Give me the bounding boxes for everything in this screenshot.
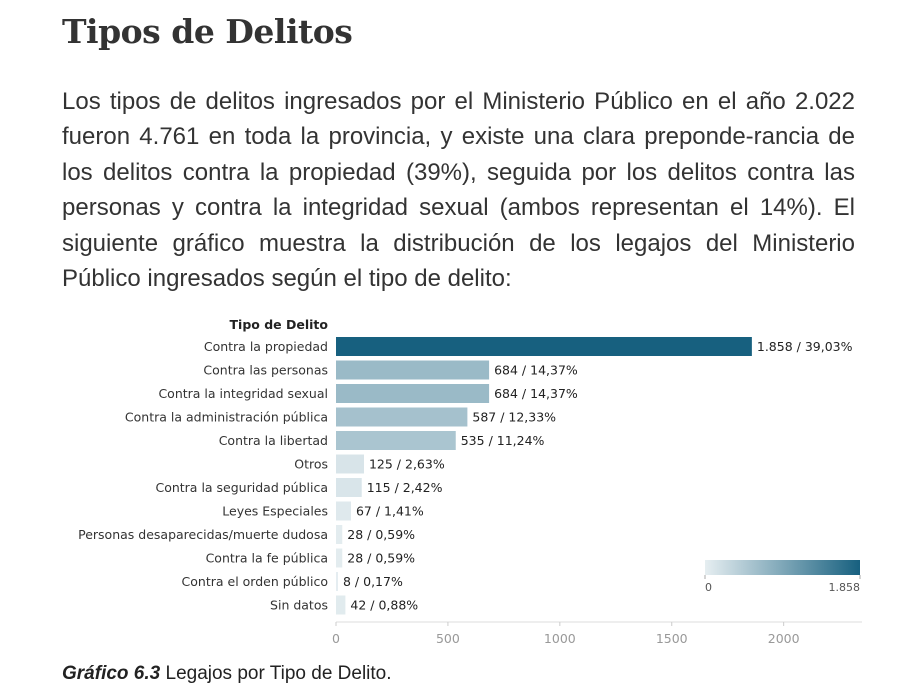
bar-value-label: 587 / 12,33% <box>472 410 556 425</box>
category-label: Contra la integridad sexual <box>158 386 328 401</box>
category-label: Otros <box>294 457 328 472</box>
bar-value-label: 535 / 11,24% <box>461 433 545 448</box>
chart-title: Tipo de Delito <box>230 317 329 332</box>
category-label: Sin datos <box>270 598 328 613</box>
category-label: Contra la fe pública <box>206 551 328 566</box>
bar-value-label: 684 / 14,37% <box>494 363 578 378</box>
bar-value-label: 125 / 2,63% <box>369 457 445 472</box>
bar[interactable] <box>336 478 362 497</box>
category-label: Personas desaparecidas/muerte dudosa <box>78 527 328 542</box>
bar-value-label: 115 / 2,42% <box>367 480 443 495</box>
category-label: Contra las personas <box>203 363 328 378</box>
legend-max-label: 1.858 <box>829 581 861 594</box>
category-label: Contra la seguridad pública <box>155 480 328 495</box>
bar[interactable] <box>336 384 490 403</box>
bar[interactable] <box>336 431 456 450</box>
bar-value-label: 8 / 0,17% <box>343 574 403 589</box>
bar-value-label: 28 / 0,59% <box>347 551 415 566</box>
bar[interactable] <box>336 360 490 380</box>
category-label: Contra la libertad <box>219 433 328 448</box>
bar-value-label: 28 / 0,59% <box>347 527 415 542</box>
category-label: Contra el orden público <box>182 574 328 589</box>
page-title: Tipos de Delitos <box>62 12 353 51</box>
bar[interactable] <box>336 525 343 544</box>
bar[interactable] <box>336 548 343 568</box>
bars-group: Contra la propiedad 1.858 / 39,03% Contra … <box>78 337 853 615</box>
bar-value-label: 1.858 / 39,03% <box>757 339 853 354</box>
bar[interactable] <box>336 501 351 521</box>
legend-min-label: 0 <box>705 581 712 594</box>
intro-paragraph: Los tipos de delitos ingresados por el M… <box>62 88 855 293</box>
bar[interactable] <box>336 454 364 474</box>
bar-value-label: 67 / 1,41% <box>356 504 424 519</box>
x-axis: 0 500 1000 1500 2000 <box>332 621 862 646</box>
bar[interactable] <box>336 337 752 356</box>
bar[interactable] <box>336 572 338 591</box>
bar-value-label: 684 / 14,37% <box>494 386 578 401</box>
x-tick-label: 2000 <box>768 631 800 646</box>
bar[interactable] <box>336 595 346 615</box>
caption-label: Gráfico 6.3 <box>62 663 161 684</box>
x-tick-label: 1500 <box>656 631 688 646</box>
category-label: Leyes Especiales <box>222 504 328 519</box>
category-label: Contra la propiedad <box>204 339 328 354</box>
legend-gradient-bar <box>705 560 860 575</box>
bar[interactable] <box>336 407 468 427</box>
x-tick-label: 500 <box>436 631 460 646</box>
x-tick-label: 1000 <box>544 631 576 646</box>
x-tick-label: 0 <box>332 631 340 646</box>
figure-caption: Gráfico 6.3 Legajos por Tipo de Delito. <box>62 663 392 685</box>
color-legend: 0 1.858 <box>704 560 861 594</box>
category-label: Contra la administración pública <box>125 410 328 425</box>
bar-value-label: 42 / 0,88% <box>350 598 418 613</box>
caption-text: Legajos por Tipo de Delito. <box>160 663 392 684</box>
